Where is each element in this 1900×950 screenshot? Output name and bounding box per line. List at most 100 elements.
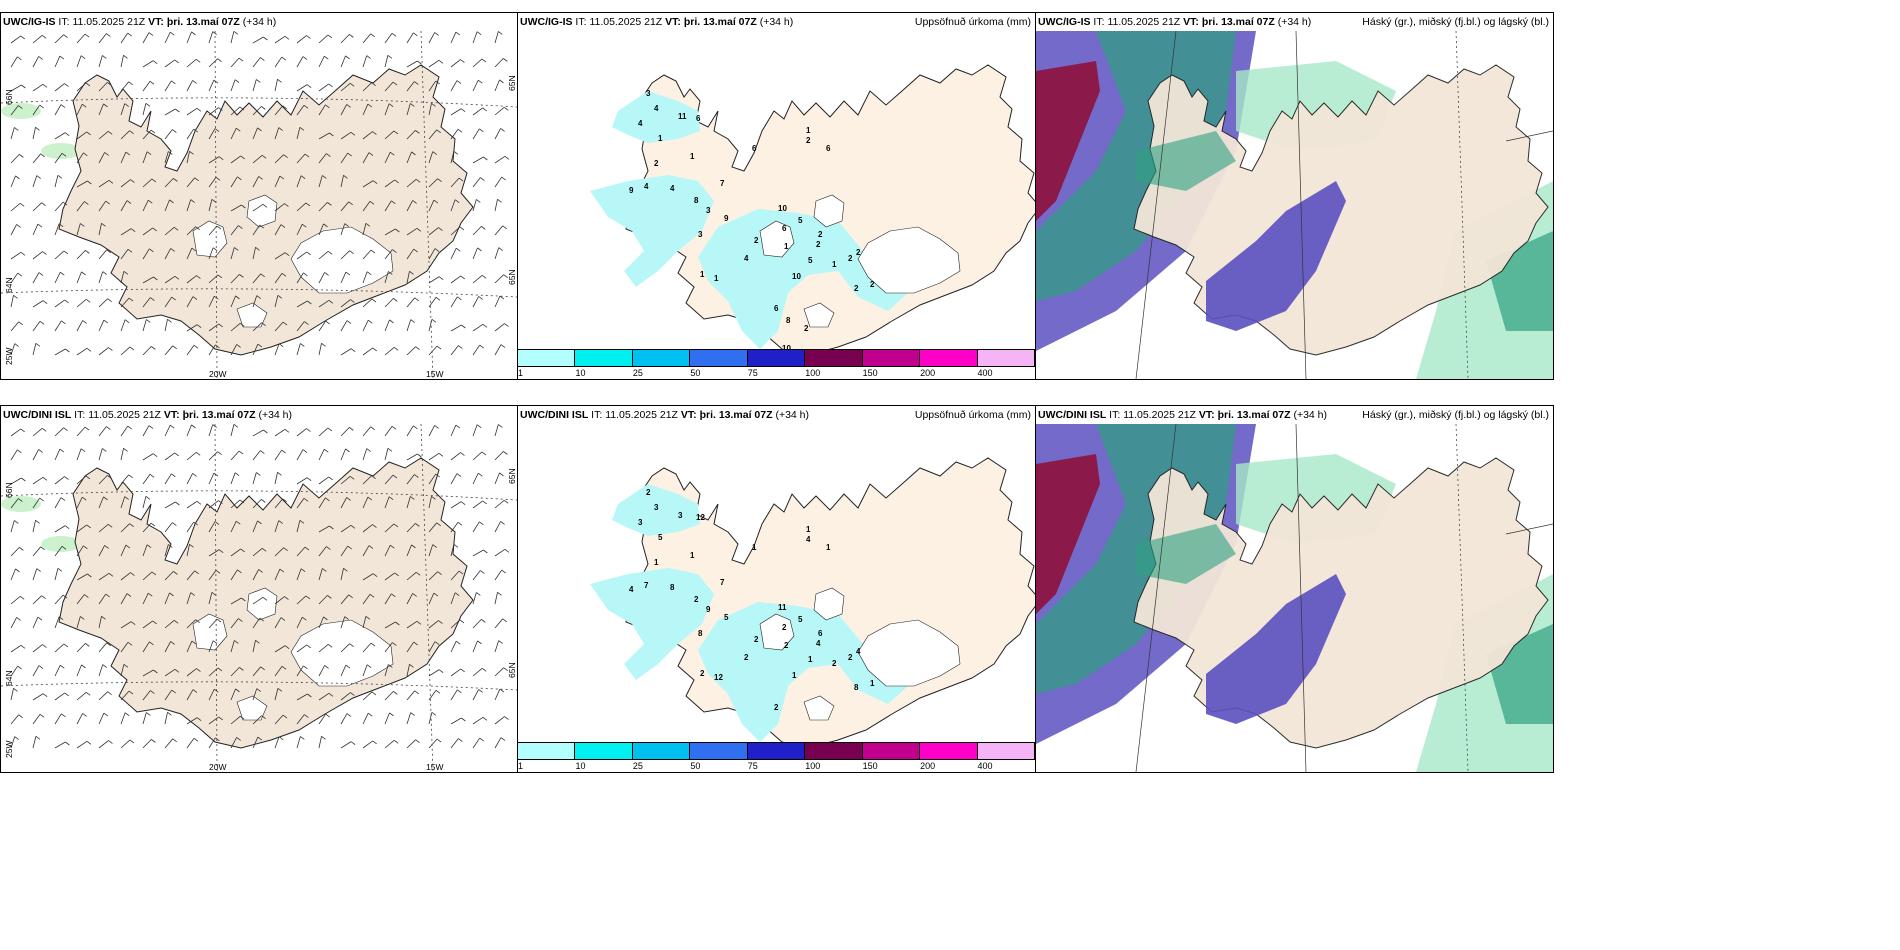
precip-value-label: 8 xyxy=(694,196,699,205)
precip-value-label: 6 xyxy=(826,144,831,153)
panel-wind-top: UWC/IG-IS IT: 11.05.2025 21Z VT: þri. 13… xyxy=(0,12,518,380)
precip-value-label: 1 xyxy=(690,551,695,560)
precip-value-label: 2 xyxy=(754,236,759,245)
precip-value-label: 2 xyxy=(694,595,699,604)
colorbar-label: 1 xyxy=(518,761,524,771)
colorbar-swatch xyxy=(747,743,806,759)
precip-value-label: 4 xyxy=(629,585,634,594)
lon-label-20w: 20W xyxy=(209,762,227,772)
colorbar-swatch xyxy=(805,743,863,759)
colorbar-label: 400 xyxy=(977,761,993,771)
colorbar-label: 50 xyxy=(690,761,701,771)
cloud-map[interactable] xyxy=(1036,31,1553,379)
colorbar-swatch xyxy=(690,350,748,366)
panel-header: UWC/IG-IS IT: 11.05.2025 21Z VT: þri. 13… xyxy=(3,16,277,28)
colorbar-label: 10 xyxy=(575,368,586,378)
precip-value-label: 2 xyxy=(754,635,759,644)
precip-value-label: 1 xyxy=(806,126,811,135)
cloud-map[interactable] xyxy=(1036,424,1553,772)
panel-header: UWC/IG-IS IT: 11.05.2025 21Z VT: þri. 13… xyxy=(1038,16,1312,28)
precip-value-label: 2 xyxy=(816,240,821,249)
lon-label-15w: 15W xyxy=(426,369,444,379)
lat-label-66n: 66N xyxy=(4,89,14,105)
precip-value-label: 6 xyxy=(782,224,787,233)
precip-value-label: 2 xyxy=(806,136,811,145)
precip-value-label: 4 xyxy=(644,182,649,191)
precip-value-label: 10 xyxy=(778,204,787,213)
lat-label-65n-right: 65N xyxy=(507,75,517,91)
precip-value-label: 8 xyxy=(854,683,859,692)
panel-cloud-top: UWC/IG-IS IT: 11.05.2025 21Z VT: þri. 13… xyxy=(1035,12,1554,380)
panel-precip-bottom: UWC/DINI ISL IT: 11.05.2025 21Z VT: þri.… xyxy=(517,405,1036,773)
precip-value-label: 4 xyxy=(654,104,659,113)
precip-value-label: 2 xyxy=(848,254,853,263)
precip-value-label: 4 xyxy=(744,254,749,263)
colorbar-label: 50 xyxy=(690,368,701,378)
precip-value-label: 2 xyxy=(848,653,853,662)
lat-label-65n-left: 65N xyxy=(507,662,517,678)
precip-value-label: 1 xyxy=(714,274,719,283)
precip-value-label: 2 xyxy=(744,653,749,662)
precip-value-label: 5 xyxy=(724,613,729,622)
precip-value-label: 6 xyxy=(774,304,779,313)
precip-value-label: 1 xyxy=(832,260,837,269)
precip-value-label: 4 xyxy=(806,535,811,544)
colorbar-label: 200 xyxy=(920,761,936,771)
precip-value-label: 2 xyxy=(832,659,837,668)
colorbar-label: 75 xyxy=(747,761,758,771)
wind-map[interactable] xyxy=(1,31,517,379)
colorbar-swatch xyxy=(518,743,576,759)
precip-value-label: 1 xyxy=(870,679,875,688)
precip-value-label: 4 xyxy=(816,639,821,648)
precip-value-label: 6 xyxy=(696,114,701,123)
precip-value-label: 7 xyxy=(720,578,725,587)
panel-header: UWC/IG-IS IT: 11.05.2025 21Z VT: þri. 13… xyxy=(520,16,794,28)
colorbar-label: 25 xyxy=(632,368,643,378)
lat-label-64n: 64N xyxy=(4,277,14,293)
precip-value-label: 2 xyxy=(700,669,705,678)
colorbar-swatch xyxy=(920,743,978,759)
colorbar-swatch xyxy=(977,743,1035,759)
panel-header: UWC/DINI ISL IT: 11.05.2025 21Z VT: þri.… xyxy=(3,409,293,421)
precip-value-label: 3 xyxy=(698,230,703,239)
precip-value-label: 2 xyxy=(654,159,659,168)
colorbar-swatch xyxy=(518,350,576,366)
lat-label-66n: 66N xyxy=(4,482,14,498)
precip-value-label: 1 xyxy=(808,655,813,664)
precip-value-label: 2 xyxy=(774,703,779,712)
colorbar-swatch xyxy=(862,743,921,759)
precip-value-label: 2 xyxy=(646,488,651,497)
colorbar-label: 150 xyxy=(862,761,878,771)
precip-value-label: 4 xyxy=(856,647,861,656)
panel-precip-top: UWC/IG-IS IT: 11.05.2025 21Z VT: þri. 13… xyxy=(517,12,1036,380)
precip-colorbar: 1 10 25 50 75 100 150 200 400 xyxy=(518,349,1035,379)
colorbar-label: 400 xyxy=(977,368,993,378)
precip-value-label: 10 xyxy=(782,344,791,351)
precip-value-label: 8 xyxy=(670,583,675,592)
colorbar-swatch xyxy=(747,350,806,366)
lon-label-25w: 25W xyxy=(4,740,14,758)
precip-value-label: 8 xyxy=(786,316,791,325)
precip-value-label: 3 xyxy=(646,89,651,98)
precip-value-label: 1 xyxy=(826,543,831,552)
precip-value-label: 6 xyxy=(818,629,823,638)
precip-value-label: 6 xyxy=(752,144,757,153)
colorbar-label: 100 xyxy=(805,368,821,378)
lat-label-64n: 64N xyxy=(4,670,14,686)
precip-value-label: 12 xyxy=(696,513,705,522)
lat-label-65n-right: 65N xyxy=(507,468,517,484)
colorbar-swatch xyxy=(575,350,633,366)
colorbar-swatch xyxy=(805,350,863,366)
precip-value-label: 2 xyxy=(854,284,859,293)
panel-header: UWC/DINI ISL IT: 11.05.2025 21Z VT: þri.… xyxy=(520,409,810,421)
lon-label-15w: 15W xyxy=(426,762,444,772)
colorbar-label: 200 xyxy=(920,368,936,378)
precip-value-label: 3 xyxy=(678,511,683,520)
colorbar-swatch xyxy=(920,350,978,366)
panel-wind-bottom: UWC/DINI ISL IT: 11.05.2025 21Z VT: þri.… xyxy=(0,405,518,773)
colorbar-swatch xyxy=(977,350,1035,366)
wind-map[interactable] xyxy=(1,424,517,772)
precip-value-label: 1 xyxy=(752,543,757,552)
